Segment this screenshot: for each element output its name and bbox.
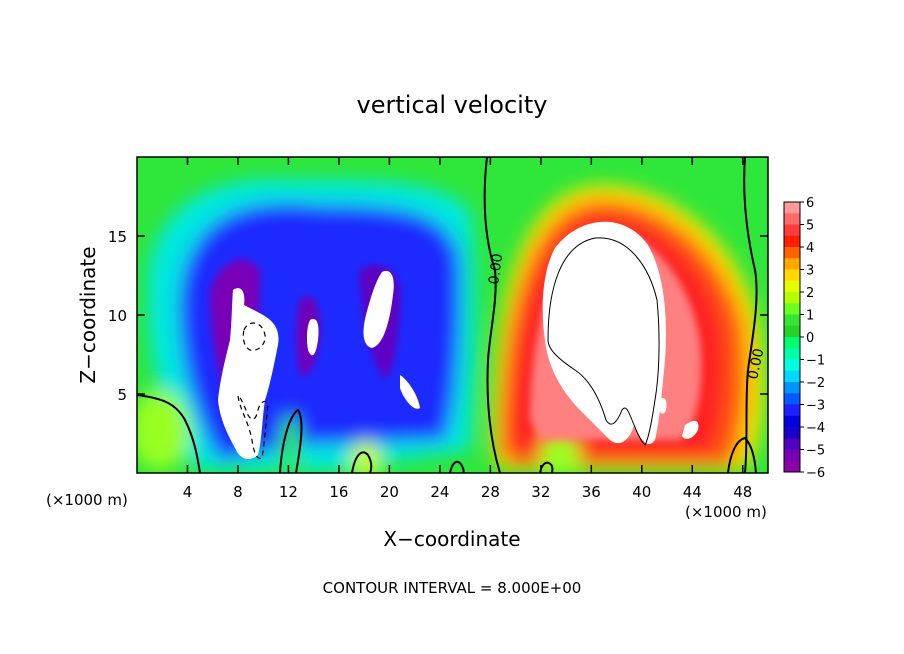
- colorbar-swatch-14: [784, 359, 800, 372]
- x-tick-label-5: 24: [430, 483, 449, 501]
- colorbar-swatch-3: [784, 235, 800, 248]
- y-tick-label-0: 5: [117, 386, 127, 404]
- colorbar-swatch-11: [784, 325, 800, 338]
- colorbar-swatch-9: [784, 303, 800, 315]
- y-axis-label: Z−coordinate: [76, 246, 100, 383]
- colorbar-swatch-21: [784, 438, 800, 450]
- colorbar: 6 5 4 3 2 1 0 −1 −2 −3 −4 −5 −6: [783, 196, 825, 481]
- x-axis: 4 8 12 16 20 24 28 32 36 40 44 48: [183, 157, 752, 501]
- colorbar-label-4: 2: [806, 286, 814, 301]
- y-axis: 5 10 15: [108, 228, 768, 404]
- colorbar-swatch-17: [784, 393, 800, 405]
- colorbar-label-10: −4: [806, 421, 825, 436]
- colorbar-label-2: 4: [806, 241, 814, 256]
- colorbar-swatch-8: [784, 292, 800, 304]
- colorbar-swatch-19: [784, 415, 800, 428]
- x-axis-label: X−coordinate: [383, 527, 520, 551]
- colorbar-swatch-6: [784, 269, 800, 282]
- colorbar-label-3: 3: [806, 264, 814, 279]
- colorbar-swatch-7: [784, 280, 800, 293]
- y-tick-label-1: 10: [108, 307, 127, 325]
- colorbar-swatch-18: [784, 404, 800, 417]
- colorbar-label-6: 0: [806, 331, 814, 346]
- chart-title: vertical velocity: [357, 91, 548, 119]
- x-tick-label-3: 16: [329, 483, 348, 501]
- x-tick-label-1: 8: [233, 483, 243, 501]
- x-tick-label-7: 32: [531, 483, 550, 501]
- x-tick-label-8: 36: [582, 483, 601, 501]
- x-tick-label-2: 12: [279, 483, 298, 501]
- colorbar-swatch-13: [784, 348, 800, 360]
- colorbar-label-8: −2: [806, 376, 825, 391]
- colorbar-label-9: −3: [806, 399, 825, 414]
- colorbar-label-0: 6: [806, 196, 814, 211]
- x-tick-label-9: 40: [632, 483, 651, 501]
- colorbar-label-11: −5: [806, 444, 825, 459]
- colorbar-swatch-16: [784, 382, 800, 394]
- colorbar-swatch-4: [784, 247, 800, 259]
- colorbar-label-7: −1: [806, 354, 825, 369]
- x-tick-label-6: 28: [481, 483, 500, 501]
- x-tick-label-11: 48: [733, 483, 752, 501]
- x-tick-label-4: 20: [380, 483, 399, 501]
- contour-interval-note: CONTOUR INTERVAL = 8.000E+00: [323, 579, 582, 597]
- y-tick-label-2: 15: [108, 228, 127, 246]
- colorbar-swatch-23: [784, 460, 800, 473]
- colorbar-swatch-0: [784, 202, 800, 214]
- colorbar-label-1: 5: [806, 219, 814, 234]
- colorbar-label-12: −6: [806, 466, 825, 481]
- colorbar-swatch-15: [784, 370, 800, 383]
- contour-label-1: 0.00: [486, 252, 506, 285]
- velocity-field: 0.00 0.00: [137, 157, 768, 473]
- colorbar-swatch-10: [784, 314, 800, 327]
- x-tick-label-0: 4: [183, 483, 193, 501]
- colorbar-swatch-1: [784, 213, 800, 225]
- colorbar-swatch-5: [784, 258, 800, 270]
- x-unit-label-right: (×1000 m): [685, 503, 767, 521]
- colorbar-swatch-22: [784, 449, 800, 462]
- contour-label-2: 0.00: [745, 347, 767, 381]
- x-tick-label-10: 44: [683, 483, 702, 501]
- x-unit-label-left: (×1000 m): [46, 491, 128, 509]
- colorbar-label-5: 1: [806, 309, 814, 324]
- colorbar-swatch-2: [784, 224, 800, 237]
- colorbar-swatch-12: [784, 337, 800, 349]
- colorbar-swatch-20: [784, 427, 800, 439]
